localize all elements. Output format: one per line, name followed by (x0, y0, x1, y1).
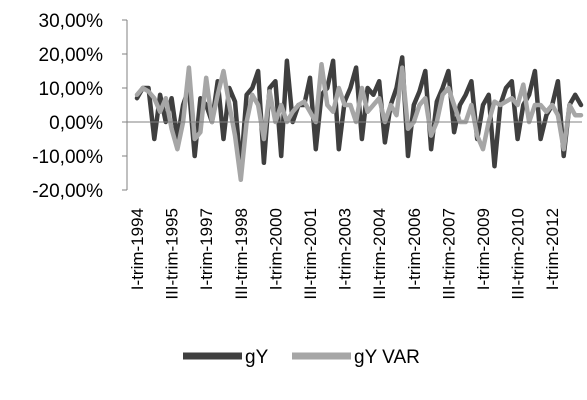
x-tick-label: I-trim-2009 (474, 208, 493, 290)
x-tick-label: I-trim-1994 (128, 208, 147, 290)
x-tick-label: III-trim-1998 (232, 208, 251, 300)
x-tick-label: III-trim-2001 (301, 208, 320, 300)
plot-area (134, 55, 584, 183)
x-tick-label: I-trim-2000 (266, 208, 285, 290)
legend: gY gY VAR (183, 347, 420, 368)
series-line-gy-var (134, 61, 584, 183)
y-tick-label: 10,00% (39, 79, 104, 100)
y-tick-label: -20,00% (32, 181, 103, 202)
y-tick-label: 0,00% (49, 113, 103, 134)
x-tick-label: III-trim-2010 (509, 208, 528, 300)
x-axis: I-trim-1994 III-trim-1995 I-trim-1997 III-t… (127, 121, 582, 300)
x-tick-label: III-trim-1995 (163, 208, 182, 300)
x-tick-label: III-trim-2007 (439, 208, 458, 300)
y-tick-label: 20,00% (39, 45, 104, 66)
y-tick-label: -10,00% (32, 147, 103, 168)
x-tick-label: I-trim-2012 (543, 208, 562, 290)
legend-label: gY VAR (354, 347, 420, 368)
x-tick-label: III-trim-2004 (370, 208, 389, 300)
x-tick-label: I-trim-2006 (405, 208, 424, 290)
y-axis: 30,00% 20,00% 10,00% 0,00% -10,00% -20,00% (32, 11, 128, 202)
legend-label: gY (245, 347, 269, 368)
x-tick-label: I-trim-2003 (336, 208, 355, 290)
x-tick-label: I-trim-1997 (197, 208, 216, 290)
y-tick-label: 30,00% (39, 11, 104, 32)
